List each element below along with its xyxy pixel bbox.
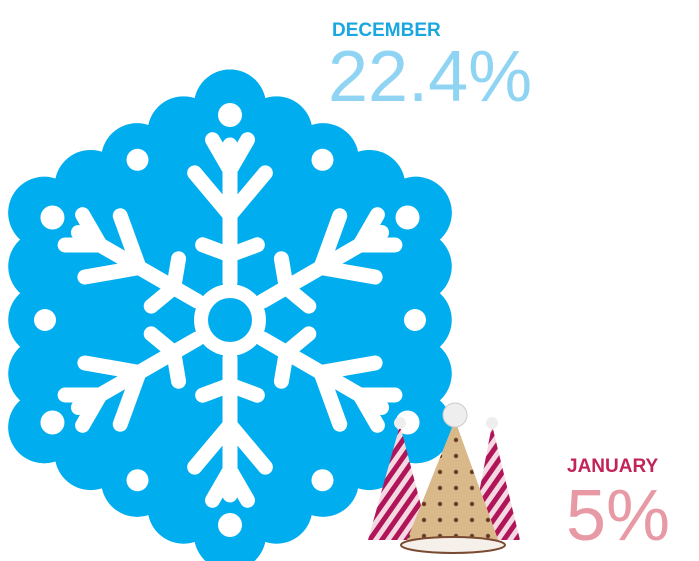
page: {"items": [ {"label": "DECEMBER", "value… (0, 0, 699, 561)
infographic: DECEMBER 22.4% JANUARY 5% (0, 0, 699, 561)
item-label: JANUARY (567, 456, 658, 477)
item-value: 5% (566, 476, 670, 556)
item-value: 22.4% (328, 37, 532, 117)
